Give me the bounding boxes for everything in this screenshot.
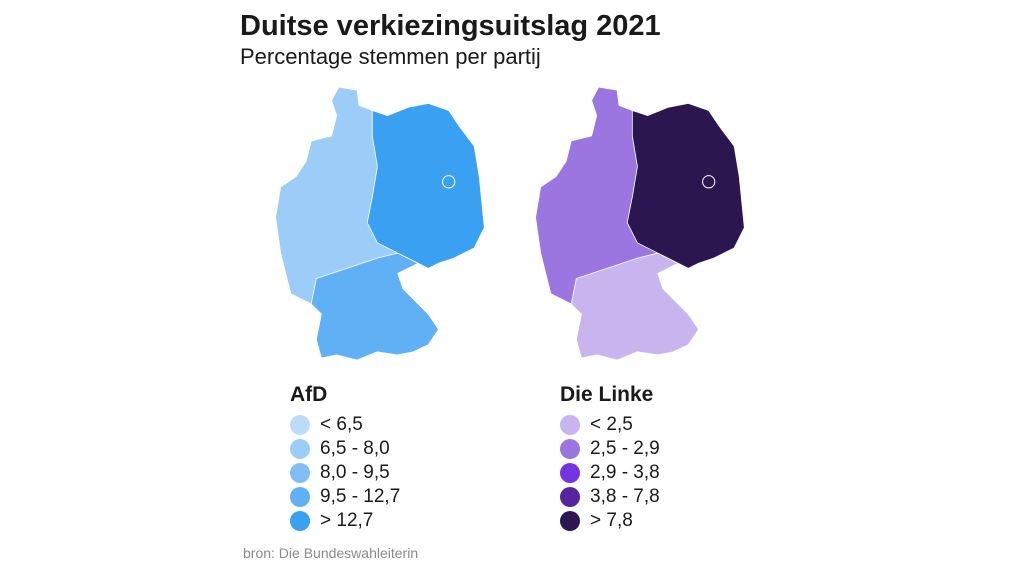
legend-label: 6,5 - 8,0: [320, 438, 390, 459]
legend-label: 9,5 - 12,7: [320, 486, 401, 507]
linke-map: [535, 86, 745, 360]
legend-swatch: [290, 463, 310, 483]
legend-swatch: [560, 415, 580, 435]
region-berlin: [702, 175, 716, 189]
region-south: [570, 252, 700, 360]
region-south: [310, 252, 440, 360]
source-note: bron: Die Bundeswahleiterin: [243, 545, 419, 561]
legend-label: 3,8 - 7,8: [590, 486, 660, 507]
region-east: [626, 102, 745, 269]
legend-item: > 12,7: [290, 509, 400, 533]
legend-swatch: [560, 487, 580, 507]
legend-item: < 6,5: [290, 413, 400, 437]
chart-title: Duitse verkiezingsuitslag 2021: [240, 10, 661, 42]
legend-label: < 6,5: [320, 414, 363, 435]
legend-swatch: [560, 511, 580, 531]
linke-legend: Die Linke < 2,5 2,5 - 2,9 2,9 - 3,8 3,8 - 7…: [560, 383, 660, 533]
legend-item: 6,5 - 8,0: [290, 437, 400, 461]
legend-swatch: [560, 439, 580, 459]
legend-swatch: [560, 463, 580, 483]
legend-item: > 7,8: [560, 509, 660, 533]
legend-swatch: [290, 487, 310, 507]
chart-subtitle: Percentage stemmen per partij: [240, 44, 541, 69]
legend-item: 2,5 - 2,9: [560, 437, 660, 461]
legend-item: 8,0 - 9,5: [290, 461, 400, 485]
region-east: [366, 102, 485, 269]
afd-map: [275, 86, 485, 360]
legend-label: > 12,7: [320, 510, 374, 531]
legend-label: 2,9 - 3,8: [590, 462, 660, 483]
legend-swatch: [290, 415, 310, 435]
legend-label: < 2,5: [590, 414, 633, 435]
legend-item: 3,8 - 7,8: [560, 485, 660, 509]
legend-item: < 2,5: [560, 413, 660, 437]
legend-label: 2,5 - 2,9: [590, 438, 660, 459]
legend-title: Die Linke: [560, 383, 654, 406]
afd-legend: AfD < 6,5 6,5 - 8,0 8,0 - 9,5 9,5 - 12,7 > 1…: [290, 383, 400, 533]
region-berlin: [442, 175, 456, 189]
legend-swatch: [290, 511, 310, 531]
legend-label: 8,0 - 9,5: [320, 462, 390, 483]
legend-item: 9,5 - 12,7: [290, 485, 400, 509]
legend-label: > 7,8: [590, 510, 633, 531]
legend-item: 2,9 - 3,8: [560, 461, 660, 485]
legend-title: AfD: [290, 383, 328, 406]
legend-swatch: [290, 439, 310, 459]
